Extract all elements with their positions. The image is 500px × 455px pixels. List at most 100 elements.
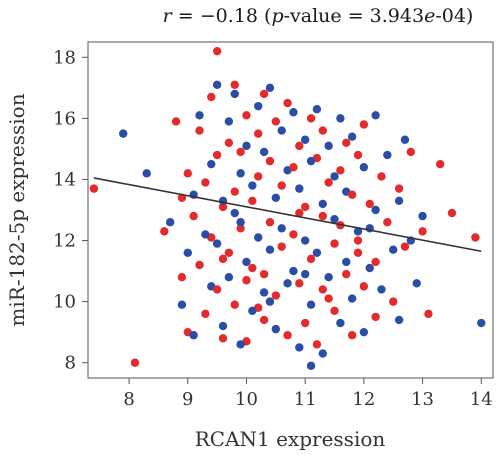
red-point bbox=[471, 233, 480, 242]
red-point bbox=[212, 46, 222, 56]
blue-point bbox=[230, 208, 239, 218]
blue-point bbox=[477, 318, 486, 328]
red-point bbox=[89, 184, 99, 193]
blue-point bbox=[295, 343, 304, 352]
blue-point bbox=[383, 150, 392, 160]
red-point bbox=[318, 211, 327, 221]
red-point bbox=[265, 218, 275, 227]
red-point bbox=[160, 227, 169, 236]
red-point bbox=[218, 202, 228, 212]
red-point bbox=[130, 358, 140, 367]
red-point bbox=[283, 98, 292, 108]
title-r-symbol: r bbox=[163, 5, 174, 27]
red-point bbox=[424, 309, 433, 319]
red-point bbox=[330, 239, 339, 248]
y-axis-label: miR-182-5p expression bbox=[5, 93, 29, 326]
blue-point bbox=[119, 129, 128, 138]
title-p-exp: -04) bbox=[435, 5, 473, 27]
blue-point bbox=[212, 80, 222, 89]
blue-point bbox=[277, 126, 286, 135]
blue-point bbox=[377, 285, 386, 294]
red-point bbox=[230, 300, 239, 309]
x-axis-label: RCAN1 expression bbox=[195, 427, 386, 451]
red-point bbox=[230, 80, 239, 89]
blue-point bbox=[353, 227, 363, 236]
blue-point bbox=[312, 248, 322, 257]
red-point bbox=[248, 196, 257, 206]
red-point bbox=[171, 117, 181, 126]
x-axis: 8 9 10 11 12 13 14 bbox=[123, 378, 493, 410]
blue-point bbox=[183, 248, 192, 257]
blue-point bbox=[254, 233, 263, 242]
red-point bbox=[312, 340, 322, 349]
blue-point bbox=[359, 163, 369, 172]
red-point bbox=[271, 291, 281, 300]
red-point bbox=[183, 169, 192, 178]
red-point bbox=[300, 202, 310, 212]
x-tick-label: 10 bbox=[235, 389, 258, 410]
red-point bbox=[254, 129, 263, 138]
blue-point bbox=[254, 101, 263, 111]
blue-point bbox=[318, 349, 327, 358]
red-point bbox=[389, 297, 398, 306]
red-point bbox=[289, 230, 298, 239]
red-point bbox=[400, 242, 410, 251]
blue-point bbox=[300, 236, 310, 245]
y-tick-label: 16 bbox=[53, 108, 76, 129]
blue-point bbox=[324, 273, 333, 282]
red-point bbox=[418, 227, 427, 236]
y-tick-label: 12 bbox=[53, 231, 76, 252]
red-point bbox=[435, 159, 445, 169]
blue-point bbox=[236, 340, 245, 349]
red-point bbox=[212, 285, 222, 294]
blue-point bbox=[371, 111, 380, 120]
red-point bbox=[365, 199, 374, 209]
title-r-value: = −0.18 ( bbox=[172, 5, 272, 27]
red-point bbox=[230, 187, 239, 196]
red-point bbox=[295, 141, 304, 151]
red-point bbox=[259, 89, 269, 99]
blue-point bbox=[300, 269, 310, 279]
red-point bbox=[383, 218, 392, 227]
red-point bbox=[359, 120, 369, 129]
blue-point bbox=[259, 288, 269, 297]
blue-point bbox=[400, 135, 410, 144]
red-point bbox=[289, 163, 298, 172]
red-point bbox=[271, 117, 281, 126]
red-point bbox=[224, 138, 234, 147]
red-point bbox=[330, 306, 339, 315]
red-point bbox=[353, 150, 363, 160]
red-point bbox=[189, 211, 198, 221]
red-point bbox=[377, 172, 386, 181]
red-point bbox=[371, 257, 380, 267]
red-point bbox=[277, 242, 286, 251]
blue-point bbox=[371, 205, 380, 215]
blue-point bbox=[212, 239, 222, 248]
blue-point bbox=[189, 331, 198, 340]
blue-point bbox=[359, 327, 369, 337]
blue-point bbox=[336, 114, 345, 123]
x-tick-label: 14 bbox=[470, 389, 493, 410]
red-point bbox=[265, 156, 275, 166]
red-point bbox=[277, 181, 286, 190]
blue-point bbox=[306, 300, 316, 309]
regression-line-group bbox=[93, 177, 482, 253]
x-tick-label: 11 bbox=[294, 389, 317, 410]
blue-point bbox=[330, 172, 339, 181]
blue-point bbox=[342, 257, 351, 267]
y-tick-label: 10 bbox=[53, 292, 76, 313]
red-point bbox=[318, 126, 327, 135]
blue-point bbox=[389, 245, 398, 254]
red-point bbox=[342, 269, 351, 279]
blue-point bbox=[295, 184, 304, 193]
red-point bbox=[324, 178, 333, 187]
red-point bbox=[318, 285, 327, 294]
blue-point bbox=[224, 273, 234, 282]
blue-point bbox=[336, 318, 345, 328]
blue-point bbox=[207, 159, 216, 169]
blue-point bbox=[230, 89, 239, 99]
red-point bbox=[371, 312, 380, 322]
red-point bbox=[336, 166, 345, 175]
blue-point bbox=[236, 218, 245, 227]
red-point bbox=[283, 331, 292, 340]
